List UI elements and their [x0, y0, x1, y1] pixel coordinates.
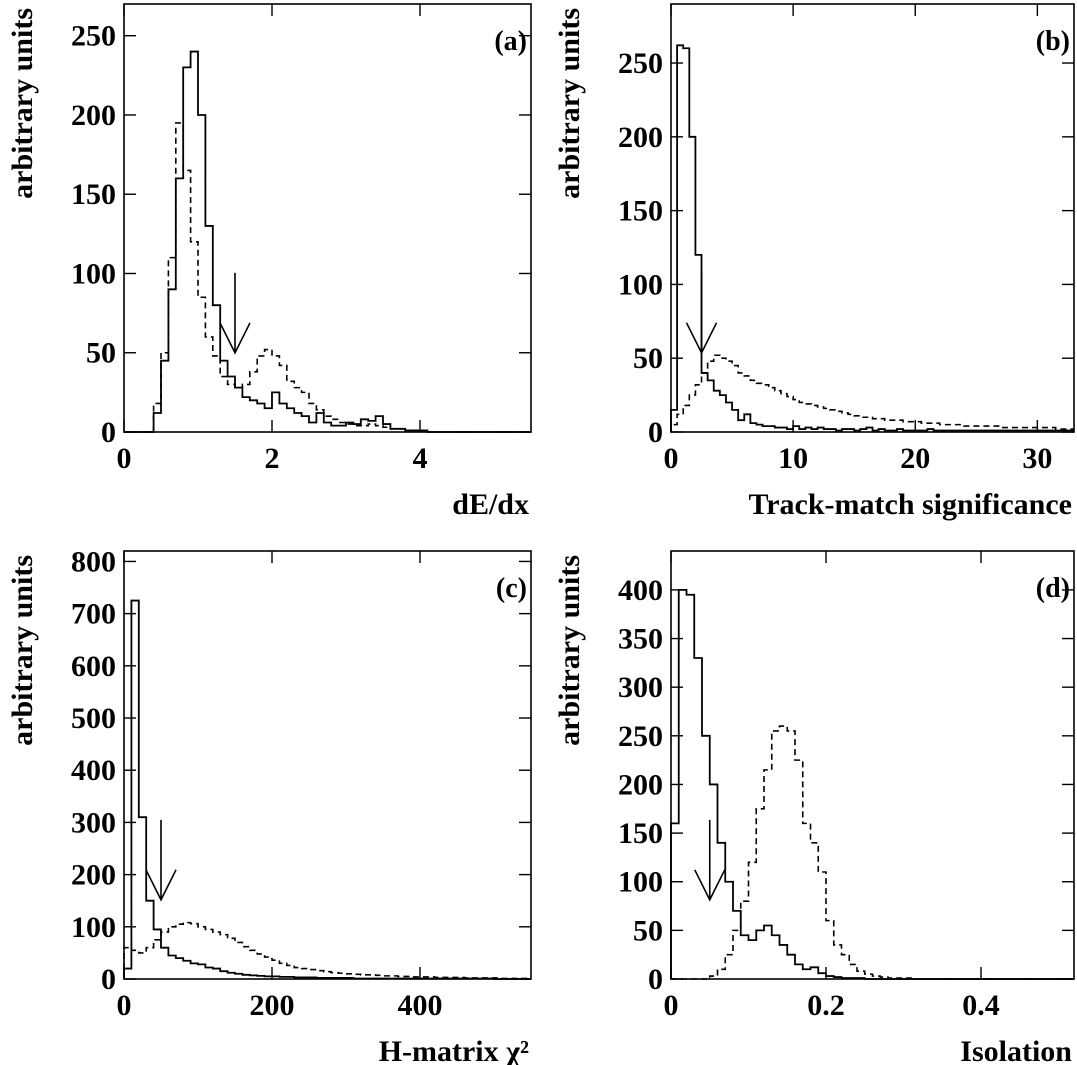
y-tick-label: 600: [71, 650, 116, 683]
y-tick-label: 100: [618, 866, 663, 899]
x-axis-label: Isolation: [960, 1035, 1072, 1065]
y-tick-label: 200: [71, 859, 116, 892]
histogram-dashed: [671, 725, 1074, 980]
y-tick-label: 200: [618, 121, 663, 154]
histogram-dashed: [123, 921, 531, 980]
y-tick-label: 250: [618, 720, 663, 753]
y-tick-label: 800: [71, 545, 116, 578]
y-tick-label: 150: [618, 817, 663, 850]
y-axis-label: arbitrary units: [6, 8, 39, 199]
x-axis-label: dE/dx: [452, 488, 529, 521]
x-tick-label: 0: [117, 442, 132, 475]
histogram-solid: [123, 599, 531, 980]
y-tick-label: 100: [71, 257, 116, 290]
y-tick-label: 0: [101, 963, 116, 996]
x-axis-label: Track-match significance: [748, 488, 1072, 521]
panel-d: 0 50 100 150 200 250 300 350 400 0 0.2 0.4 (d) arbitr…: [553, 550, 1075, 1065]
plot-frame: [123, 550, 532, 980]
panel-label: (b): [1036, 26, 1070, 57]
panel-c: 0 100 200 300 400 500 600 700 800 0 200 400 (c) arbit…: [6, 545, 532, 1065]
y-tick-label: 0: [648, 416, 663, 449]
y-tick-label: 50: [633, 914, 663, 947]
x-tick-label: 20: [900, 442, 930, 475]
y-tick-label: 250: [71, 20, 116, 53]
x-tick-label: 4: [413, 442, 428, 475]
x-tick-label: 2: [265, 442, 280, 475]
y-tick-label: 50: [86, 337, 116, 370]
y-tick-label: 250: [618, 47, 663, 80]
y-tick-label: 500: [71, 702, 116, 735]
plot-frame: [670, 550, 1075, 980]
cut-arrow-icon: [685, 272, 718, 355]
y-tick-label: 0: [648, 963, 663, 996]
x-tick-label: 0: [664, 989, 679, 1022]
y-tick-label: 700: [71, 598, 116, 631]
x-tick-label: 400: [398, 989, 443, 1022]
y-axis-label: arbitrary units: [553, 555, 586, 746]
x-tick-label: 10: [778, 442, 808, 475]
y-tick-label: 300: [71, 806, 116, 839]
y-tick-label: 200: [618, 768, 663, 801]
y-tick-label: 0: [101, 416, 116, 449]
x-tick-label: 30: [1022, 442, 1052, 475]
y-tick-label: 200: [71, 99, 116, 132]
histogram-dashed: [124, 122, 531, 433]
x-tick-label: 0: [664, 442, 679, 475]
y-tick-label: 400: [71, 754, 116, 787]
y-tick-label: 150: [618, 195, 663, 228]
panel-label: (a): [494, 26, 527, 57]
x-axis-label: H-matrix χ²: [379, 1035, 529, 1065]
panel-label: (c): [496, 573, 527, 604]
y-axis-label: arbitrary units: [553, 8, 586, 199]
panel-label: (d): [1036, 573, 1070, 604]
y-tick-label: 50: [633, 342, 663, 375]
y-tick-label: 400: [618, 574, 663, 607]
plot-frame: [670, 3, 1075, 433]
histogram-dashed: [670, 354, 1074, 432]
histogram-solid: [670, 44, 1074, 432]
y-axis-label: arbitrary units: [6, 555, 39, 746]
cut-arrow-icon: [694, 819, 726, 902]
x-tick-label: 200: [250, 989, 295, 1022]
plot-frame: [123, 3, 532, 433]
x-tick-label: 0: [117, 989, 132, 1022]
y-tick-label: 150: [71, 178, 116, 211]
y-tick-label: 100: [618, 268, 663, 301]
y-tick-label: 300: [618, 671, 663, 704]
x-tick-label: 0.2: [807, 989, 845, 1022]
panel-a: 0 50 100 150 200 250 0 2 4 (a) arbitrary units dE/d…: [6, 3, 532, 521]
x-tick-label: 0.4: [962, 989, 1000, 1022]
histogram-solid: [124, 50, 531, 433]
y-tick-label: 100: [71, 911, 116, 944]
panel-b: 0 50 100 150 200 250 0 10 20 30 (b) arbitrary units…: [553, 3, 1075, 521]
y-tick-label: 350: [618, 623, 663, 656]
cut-arrow-icon: [145, 819, 177, 902]
cut-arrow-icon: [219, 272, 251, 355]
histogram-solid: [670, 589, 1074, 980]
